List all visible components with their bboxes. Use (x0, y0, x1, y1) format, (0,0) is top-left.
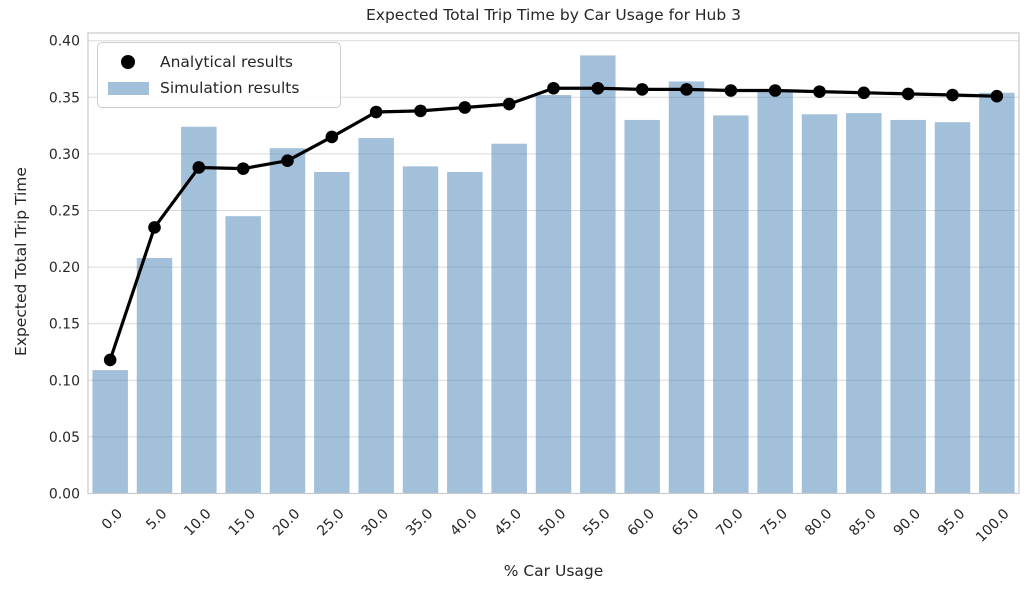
line-marker-75.0 (768, 84, 782, 97)
x-tick-label: 40.0 (447, 506, 480, 539)
legend: Analytical results Simulation results (97, 42, 341, 108)
y-tick-label: 0.15 (49, 317, 80, 333)
x-tick-label: 80.0 (802, 506, 835, 539)
bar-50.0 (535, 95, 572, 494)
x-tick-label: 85.0 (846, 506, 879, 539)
x-tick-label: 10.0 (181, 506, 214, 539)
line-marker-55.0 (591, 81, 605, 95)
line-marker-45.0 (502, 97, 516, 111)
x-tick-label: 50.0 (536, 506, 569, 539)
legend-line-marker-icon (121, 55, 135, 69)
x-tick-label: 100.0 (973, 506, 1013, 546)
line-marker-90.0 (901, 87, 915, 101)
y-tick-label: 0.00 (49, 487, 80, 503)
y-tick-label: 0.35 (49, 90, 80, 106)
x-tick-label: 30.0 (359, 506, 392, 539)
line-marker-35.0 (414, 104, 427, 118)
line-marker-80.0 (813, 85, 826, 98)
bar-5.0 (136, 258, 173, 494)
x-tick-label: 90.0 (891, 506, 924, 539)
bar-15.0 (225, 216, 261, 494)
line-marker-30.0 (369, 105, 383, 119)
bar-30.0 (358, 138, 394, 494)
y-tick-label: 0.30 (49, 147, 80, 163)
line-marker-0.0 (103, 353, 117, 367)
line-marker-10.0 (192, 161, 206, 174)
legend-item-simulation: Simulation results (106, 75, 328, 101)
x-tick-label: 15.0 (226, 506, 259, 539)
legend-bar-swatch-icon (107, 81, 149, 95)
y-tick-label: 0.25 (49, 203, 80, 219)
x-tick-label: 65.0 (669, 506, 702, 539)
y-tick-label: 0.40 (49, 34, 80, 50)
line-marker-15.0 (236, 162, 250, 175)
line-marker-85.0 (857, 86, 871, 100)
line-marker-70.0 (724, 84, 738, 97)
bar-95.0 (934, 122, 971, 494)
x-tick-label: 75.0 (758, 506, 791, 539)
x-tick-label: 5.0 (143, 506, 170, 533)
bar-70.0 (713, 115, 749, 494)
x-tick-label: 0.0 (99, 506, 126, 533)
bar-75.0 (757, 91, 793, 494)
line-marker-5.0 (148, 221, 161, 234)
line-marker-20.0 (281, 154, 294, 167)
bar-65.0 (668, 81, 705, 494)
line-marker-50.0 (547, 81, 560, 95)
line-marker-100.0 (990, 89, 1004, 103)
y-tick-label: 0.05 (49, 430, 80, 446)
line-marker-95.0 (946, 88, 959, 102)
y-tick-label: 0.10 (49, 373, 80, 389)
legend-label-simulation: Simulation results (160, 79, 300, 97)
bar-45.0 (491, 143, 527, 494)
line-marker-65.0 (680, 83, 693, 96)
line-marker-40.0 (458, 101, 472, 114)
bar-0.0 (92, 370, 128, 494)
x-tick-label: 45.0 (492, 506, 525, 539)
y-tick-label: 0.20 (49, 260, 80, 276)
x-tick-label: 70.0 (713, 506, 746, 539)
bar-25.0 (314, 172, 350, 494)
bar-85.0 (846, 113, 882, 494)
line-marker-60.0 (635, 83, 649, 96)
bar-60.0 (624, 119, 660, 494)
x-tick-label: 60.0 (625, 506, 658, 539)
bar-35.0 (402, 166, 439, 494)
line-marker-25.0 (325, 130, 339, 144)
bar-40.0 (447, 172, 483, 494)
chart-title: Expected Total Trip Time by Car Usage fo… (366, 6, 741, 24)
legend-item-analytical: Analytical results (106, 49, 328, 75)
plot-border (87, 32, 1020, 495)
x-tick-label: 95.0 (935, 506, 968, 539)
bar-20.0 (269, 148, 306, 494)
bar-10.0 (181, 126, 217, 494)
x-tick-label: 35.0 (403, 506, 436, 539)
x-axis-label: % Car Usage (503, 562, 604, 580)
legend-label-analytical: Analytical results (160, 53, 293, 71)
bar-100.0 (979, 92, 1015, 494)
x-tick-label: 25.0 (314, 506, 347, 539)
bar-80.0 (801, 114, 838, 494)
bar-90.0 (890, 119, 926, 494)
x-tick-label: 20.0 (270, 506, 303, 539)
bar-55.0 (580, 55, 616, 494)
x-tick-label: 55.0 (580, 506, 613, 539)
